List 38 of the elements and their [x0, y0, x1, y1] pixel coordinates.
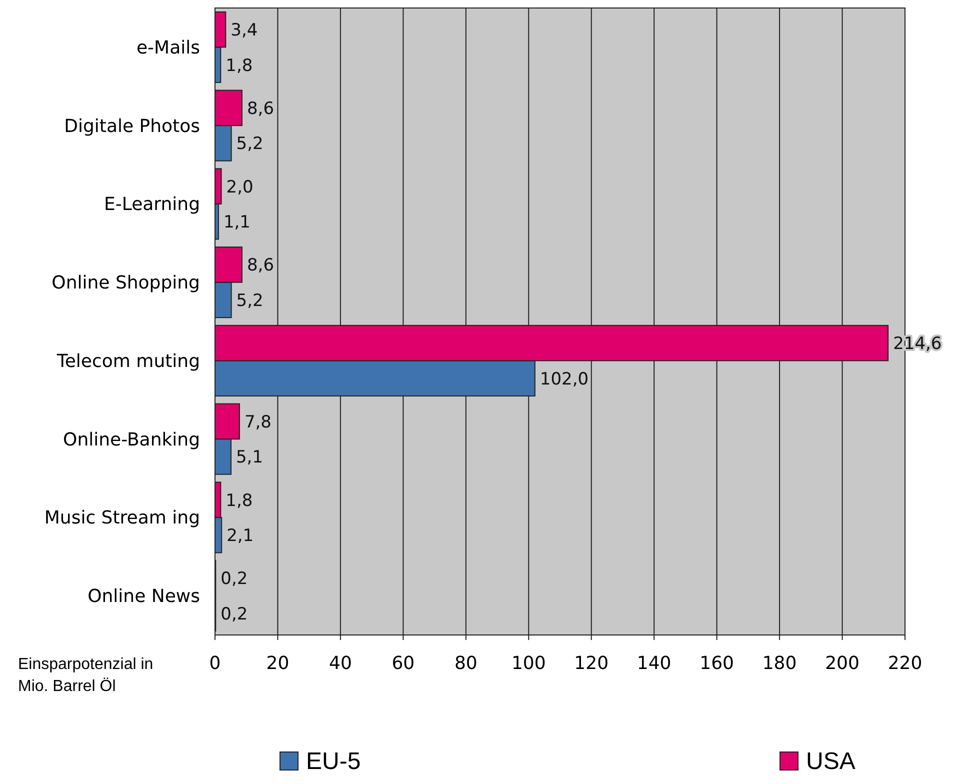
data-label: 5,2 [236, 290, 264, 311]
x-tick-label: 160 [700, 653, 734, 674]
legend-label: USA [806, 748, 856, 775]
y-tick-label: e-Mails [136, 37, 200, 58]
data-label: 0,2 [220, 604, 248, 624]
data-label: 2,0 [226, 177, 254, 198]
data-label: 1,8 [226, 56, 253, 76]
x-tick-label: 120 [574, 653, 609, 674]
y-tick-label: Telecom muting [56, 350, 200, 372]
data-label: 8,6 [246, 256, 274, 276]
data-label: 5,1 [236, 448, 264, 468]
data-label: 2,1 [226, 526, 254, 546]
x-tick-label: 20 [266, 653, 290, 674]
x-axis-title: Einsparpotenzial in Mio. Barrel Öl [18, 656, 154, 695]
data-label: 1,8 [226, 490, 253, 511]
x-tick-label: 200 [825, 653, 860, 674]
data-label: 0,2 [220, 569, 248, 590]
data-label: 7,8 [244, 412, 272, 432]
x-tick-label: 0 [209, 653, 221, 674]
x-tick-label: 60 [392, 653, 415, 674]
data-label: 3,4 [230, 20, 258, 41]
y-tick-label: Online News [88, 586, 200, 608]
data-label: 5,2 [236, 134, 264, 154]
x-tick-label: 180 [762, 653, 797, 674]
x-tick-label: 140 [636, 653, 672, 674]
data-label: 8,6 [246, 98, 274, 119]
x-tick-label: 80 [454, 653, 478, 674]
data-label: 102,0 [540, 369, 589, 390]
y-tick-label: Online-Banking [63, 429, 200, 450]
y-tick-label: E-Learning [104, 194, 200, 216]
legend-label: EU-5 [306, 748, 361, 775]
y-tick-label: Digitale Photos [64, 116, 200, 137]
data-label: 1,1 [223, 212, 250, 233]
x-tick-label: 40 [329, 653, 352, 674]
y-tick-label: Online Shopping [52, 272, 200, 294]
x-tick-label: 220 [888, 653, 922, 674]
x-tick-label: 100 [511, 653, 546, 674]
y-tick-label: Music Stream ing [44, 508, 200, 529]
